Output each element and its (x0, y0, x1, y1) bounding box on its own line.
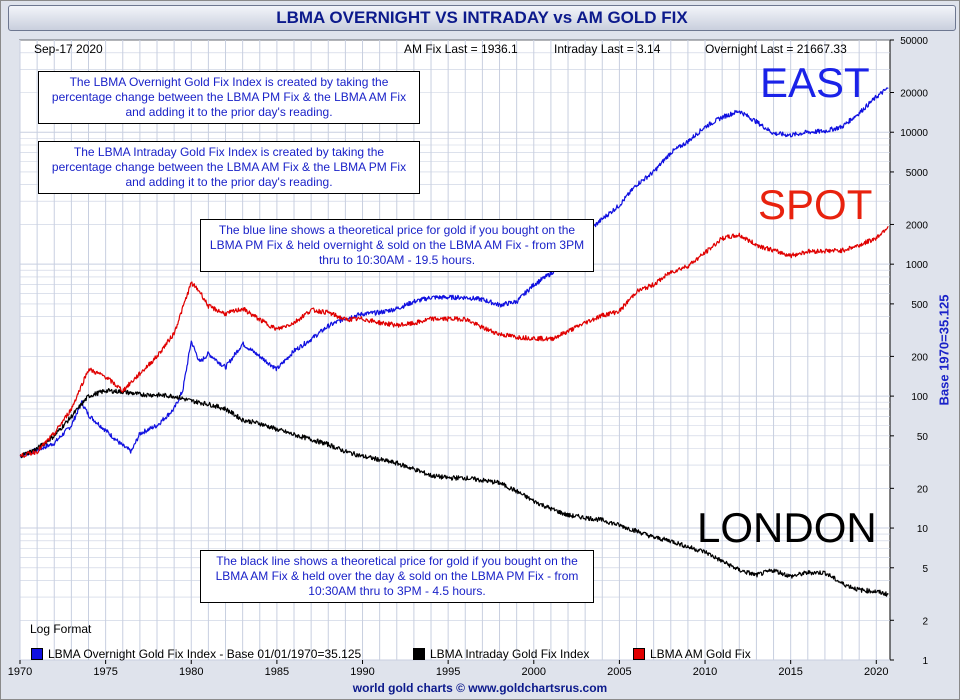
legend-overnight: LBMA Overnight Gold Fix Index - Base 01/… (31, 647, 361, 661)
header-date: Sep-17 2020 (34, 42, 103, 56)
chart-title: LBMA OVERNIGHT VS INTRADAY vs AM GOLD FI… (8, 5, 956, 31)
x-axis: 1970 1975 1980 1985 1990 1995 2000 2005 2010 2015… (8, 660, 889, 678)
y-tick-label: 10000 (900, 128, 928, 139)
legend-swatch-intraday (413, 648, 425, 660)
legend-intraday: LBMA Intraday Gold Fix Index (413, 647, 589, 661)
y-axis: 1 2 5 10 20 50 100 200 500 1000 2000 5000 10000 20000… (890, 36, 928, 667)
y-tick-label: 20 (917, 484, 929, 495)
y-tick-label: 50000 (900, 36, 928, 47)
x-tick-label: 2020 (864, 666, 888, 678)
legend-label-am-fix: LBMA AM Gold Fix (650, 647, 751, 661)
series-line-0 (19, 87, 889, 459)
y-tick-label: 10 (917, 524, 929, 535)
y-tick-label: 5000 (906, 168, 929, 179)
y-tick-label: 2000 (906, 220, 929, 231)
y-tick-label: 1 (922, 656, 928, 667)
y-tick-label: 1000 (906, 260, 929, 271)
header-am-fix-last: AM Fix Last = 1936.1 (404, 42, 518, 56)
x-tick-label: 1985 (265, 666, 289, 678)
note-blue-line: The blue line shows a theoretical price … (200, 219, 594, 272)
y-axis-base-label: Base 1970=35.125 (936, 294, 952, 406)
header-intraday-last: Intraday Last = 3.14 (554, 42, 661, 56)
label-london: LONDON (697, 504, 877, 551)
series-line-2 (19, 225, 889, 458)
legend-label-intraday: LBMA Intraday Gold Fix Index (430, 647, 590, 661)
header-overnight-last: Overnight Last = 21667.33 (705, 42, 847, 56)
y-tick-label: 2 (922, 616, 928, 627)
x-tick-label: 1990 (350, 666, 374, 678)
y-tick-label: 500 (911, 300, 928, 311)
y-tick-label: 100 (911, 392, 928, 403)
x-tick-label: 2000 (522, 666, 546, 678)
y-tick-label: 20000 (900, 89, 928, 100)
series-line-1 (19, 388, 889, 597)
log-format-label: Log Format (30, 622, 92, 636)
x-tick-label: 1995 (436, 666, 460, 678)
label-east: EAST (760, 59, 870, 106)
legend-swatch-am-fix (633, 648, 645, 660)
label-spot: SPOT (758, 181, 873, 228)
x-tick-label: 2005 (607, 666, 631, 678)
x-tick-label: 2010 (693, 666, 717, 678)
y-tick-label: 50 (917, 432, 929, 443)
note-overnight-index: The LBMA Overnight Gold Fix Index is cre… (38, 71, 420, 124)
y-tick-label: 5 (922, 564, 928, 575)
note-black-line: The black line shows a theoretical price… (200, 550, 594, 603)
note-intraday-index: The LBMA Intraday Gold Fix Index is crea… (38, 141, 420, 194)
legend-swatch-overnight (31, 648, 43, 660)
x-tick-label: 1975 (93, 666, 117, 678)
y-tick-label: 200 (911, 352, 928, 363)
legend-label-overnight: LBMA Overnight Gold Fix Index - Base 01/… (48, 647, 362, 661)
x-tick-label: 1980 (179, 666, 203, 678)
x-tick-label: 1970 (8, 666, 32, 678)
series-layer (19, 87, 889, 597)
x-tick-label: 2015 (778, 666, 802, 678)
legend-am-fix: LBMA AM Gold Fix (633, 647, 751, 661)
footer-credit: world gold charts © www.goldchartsrus.co… (352, 681, 608, 695)
